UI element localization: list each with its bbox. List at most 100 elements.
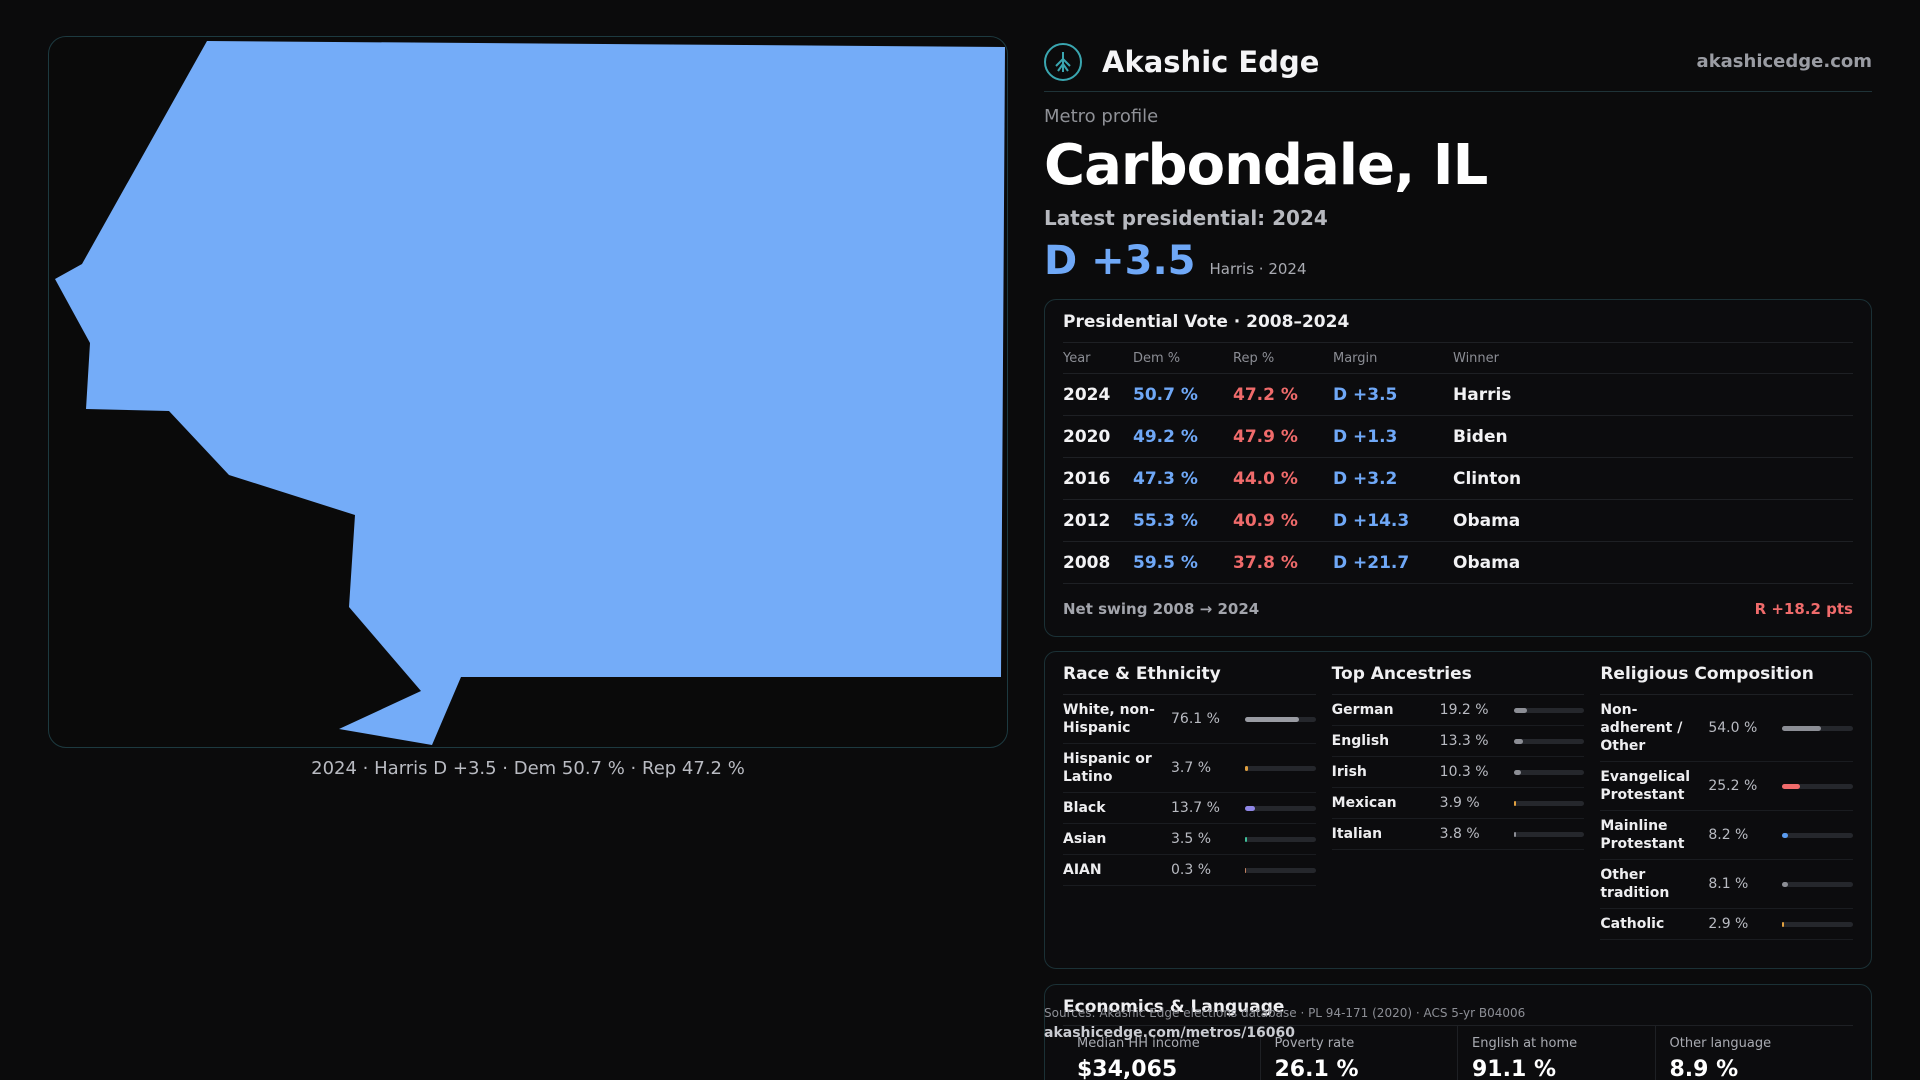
stat-value: 3.9 % <box>1439 795 1480 811</box>
rep-cell: 40.9 % <box>1233 510 1298 531</box>
econ-stat-value: 8.9 % <box>1669 1057 1739 1080</box>
stat-bar <box>1782 921 1854 927</box>
stat-bar-fill <box>1782 783 1801 789</box>
col-margin: Margin <box>1333 350 1378 366</box>
econ-stat-label: Poverty rate <box>1274 1036 1355 1051</box>
stat-value: 3.5 % <box>1171 831 1212 847</box>
winner-cell: Clinton <box>1453 468 1522 489</box>
list-item: Mainline Protestant 8.2 % <box>1600 811 1854 860</box>
page-title: Carbondale, IL <box>1044 133 1488 198</box>
econ-stat-value: 26.1 % <box>1274 1057 1359 1080</box>
presidential-vote-card: Presidential Vote · 2008–2024 Year Dem %… <box>1044 299 1872 637</box>
winner-cell: Biden <box>1453 426 1508 447</box>
stat-bar-fill <box>1245 716 1299 722</box>
latest-margin-value: D +3.5 <box>1044 238 1196 284</box>
year-cell: 2012 <box>1063 510 1111 531</box>
stat-value: 8.1 % <box>1708 876 1749 892</box>
stat-bar <box>1245 867 1316 873</box>
stat-bar <box>1513 707 1585 713</box>
list-item: Catholic 2.9 % <box>1600 909 1854 940</box>
stat-bar <box>1513 800 1585 806</box>
margin-cell: D +3.2 <box>1333 468 1398 489</box>
rep-cell: 47.9 % <box>1233 426 1298 447</box>
top-ancestries-section: Top Ancestries German 19.2 % English 13.3 %… <box>1331 664 1585 956</box>
stat-bar-fill <box>1782 725 1821 731</box>
margin-cell: D +3.5 <box>1333 384 1398 405</box>
stat-label: Catholic <box>1600 916 1665 932</box>
econ-stat-value: 91.1 % <box>1472 1057 1556 1080</box>
religious-composition-title: Religious Composition <box>1600 664 1854 695</box>
rep-cell: 44.0 % <box>1233 468 1298 489</box>
metro-boundary-shape[interactable] <box>55 41 1005 745</box>
col-winner: Winner <box>1453 350 1500 366</box>
stat-value: 8.2 % <box>1708 827 1749 843</box>
net-swing-value: R +18.2 pts <box>1754 600 1853 618</box>
stat-label: Asian <box>1063 831 1107 847</box>
stat-value: 3.8 % <box>1439 826 1480 842</box>
map-caption: 2024 · Harris D +3.5 · Dem 50.7 % · Rep … <box>311 758 745 779</box>
stat-bar-fill <box>1245 836 1248 842</box>
stat-bar-fill <box>1782 881 1789 887</box>
stat-bar <box>1513 769 1585 775</box>
list-item: Hispanic or Latino 3.7 % <box>1063 744 1316 793</box>
stat-label: English <box>1331 733 1390 749</box>
latest-margin: D +3.5 Harris · 2024 <box>1044 238 1872 284</box>
list-item: Black 13.7 % <box>1063 793 1316 824</box>
religious-composition-section: Religious Composition Non-adherent / Oth… <box>1600 664 1854 956</box>
stat-value: 2.9 % <box>1708 916 1749 932</box>
stat-bar-fill <box>1782 921 1785 927</box>
stat-bar <box>1782 832 1854 838</box>
stat-label: Non-adherent / Other <box>1600 702 1683 754</box>
winner-cell: Obama <box>1453 552 1521 573</box>
top-ancestries-title: Top Ancestries <box>1331 664 1585 695</box>
winner-cell: Obama <box>1453 510 1521 531</box>
permalink[interactable]: akashicedge.com/metros/16060 <box>1044 1025 1296 1041</box>
table-row: 2020 49.2 % 47.9 % D +1.3 Biden <box>1063 416 1853 458</box>
econ-stat: English at home 91.1 % <box>1458 1026 1656 1080</box>
rep-cell: 47.2 % <box>1233 384 1298 405</box>
list-item: AIAN 0.3 % <box>1063 855 1316 886</box>
stat-bar <box>1782 783 1854 789</box>
stat-bar <box>1245 836 1316 842</box>
econ-stat-label: Other language <box>1669 1036 1772 1051</box>
col-year: Year <box>1063 350 1091 366</box>
stat-bar-fill <box>1513 738 1524 744</box>
latest-presidential-label: Latest presidential: 2024 <box>1044 206 1328 230</box>
col-dem: Dem % <box>1133 350 1181 366</box>
stat-label: Mainline Protestant <box>1600 818 1685 852</box>
race-ethnicity-title: Race & Ethnicity <box>1063 664 1316 695</box>
brand-row: Akashic Edge akashicedge.com <box>1044 36 1872 92</box>
economics-language-title: Economics & Language <box>1063 997 1285 1017</box>
stat-value: 54.0 % <box>1708 720 1758 736</box>
stat-label: AIAN <box>1063 862 1102 878</box>
brand-name[interactable]: Akashic Edge <box>1102 44 1320 79</box>
econ-stat-label: English at home <box>1472 1036 1578 1051</box>
economics-language-card: Economics & Language Median HH income $3… <box>1044 984 1872 1080</box>
margin-cell: D +21.7 <box>1333 552 1410 573</box>
stat-bar <box>1245 805 1316 811</box>
stat-label: German <box>1331 702 1394 718</box>
tree-emblem-icon[interactable] <box>1044 42 1082 81</box>
stat-label: Italian <box>1331 826 1383 842</box>
econ-stat: Median HH income $34,065 <box>1063 1026 1261 1080</box>
stat-value: 13.7 % <box>1171 800 1220 816</box>
brand-url-link[interactable]: akashicedge.com <box>1696 51 1872 72</box>
list-item: Asian 3.5 % <box>1063 824 1316 855</box>
list-item: English 13.3 % <box>1331 726 1585 757</box>
stat-bar-fill <box>1513 831 1517 837</box>
table-row: 2016 47.3 % 44.0 % D +3.2 Clinton <box>1063 458 1853 500</box>
table-row: 2012 55.3 % 40.9 % D +14.3 Obama <box>1063 500 1853 542</box>
stat-bar-fill <box>1245 805 1255 811</box>
metro-map[interactable] <box>48 36 1008 748</box>
latest-margin-detail: Harris · 2024 <box>1209 260 1307 278</box>
stat-value: 19.2 % <box>1439 702 1489 718</box>
econ-stat: Other language 8.9 % <box>1656 1026 1854 1080</box>
stat-bar-fill <box>1245 867 1246 873</box>
dem-cell: 59.5 % <box>1133 552 1198 573</box>
stat-label: Evangelical Protestant <box>1600 769 1691 803</box>
list-item: Other tradition 8.1 % <box>1600 860 1854 909</box>
demographics-card: Race & Ethnicity White, non-Hispanic 76.1… <box>1044 651 1872 969</box>
stat-label: Hispanic or Latino <box>1063 751 1152 785</box>
sources-note: Sources: Akashic Edge elections database… <box>1044 1006 1526 1020</box>
table-row: 2024 50.7 % 47.2 % D +3.5 Harris <box>1063 374 1853 416</box>
